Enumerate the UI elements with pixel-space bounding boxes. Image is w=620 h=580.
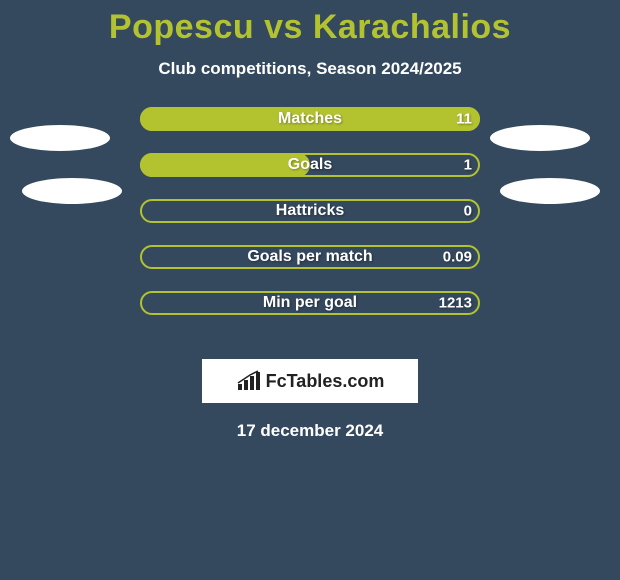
stat-label: Hattricks xyxy=(276,202,344,220)
stat-value: 11 xyxy=(456,111,472,128)
bar-column: Matches 11 Goals 1 Hattricks 0 Goals per match… xyxy=(140,107,480,337)
player-ellipse xyxy=(22,178,122,204)
stat-bar-row: Goals per match 0.09 xyxy=(140,245,480,269)
player-ellipse xyxy=(500,178,600,204)
stat-label: Goals per match xyxy=(247,248,372,266)
stat-value: 0.09 xyxy=(443,249,472,266)
stat-label: Goals xyxy=(288,156,332,174)
player-ellipse xyxy=(10,125,110,151)
player-ellipse xyxy=(490,125,590,151)
stat-bar-row: Matches 11 xyxy=(140,107,480,131)
bar-fill xyxy=(140,153,310,177)
stat-bar-row: Hattricks 0 xyxy=(140,199,480,223)
stat-value: 1213 xyxy=(439,295,472,312)
brand-text: FcTables.com xyxy=(266,371,385,392)
stat-label: Min per goal xyxy=(263,294,357,312)
brand-box: FcTables.com xyxy=(202,359,418,403)
stat-value: 1 xyxy=(464,157,472,174)
stat-value: 0 xyxy=(464,203,472,220)
generation-date: 17 december 2024 xyxy=(0,421,620,441)
stat-bar-row: Min per goal 1213 xyxy=(140,291,480,315)
stat-label: Matches xyxy=(278,110,342,128)
page-subtitle: Club competitions, Season 2024/2025 xyxy=(0,59,620,79)
stat-bar-row: Goals 1 xyxy=(140,153,480,177)
page-title: Popescu vs Karachalios xyxy=(0,0,620,47)
chart-icon xyxy=(236,370,262,392)
